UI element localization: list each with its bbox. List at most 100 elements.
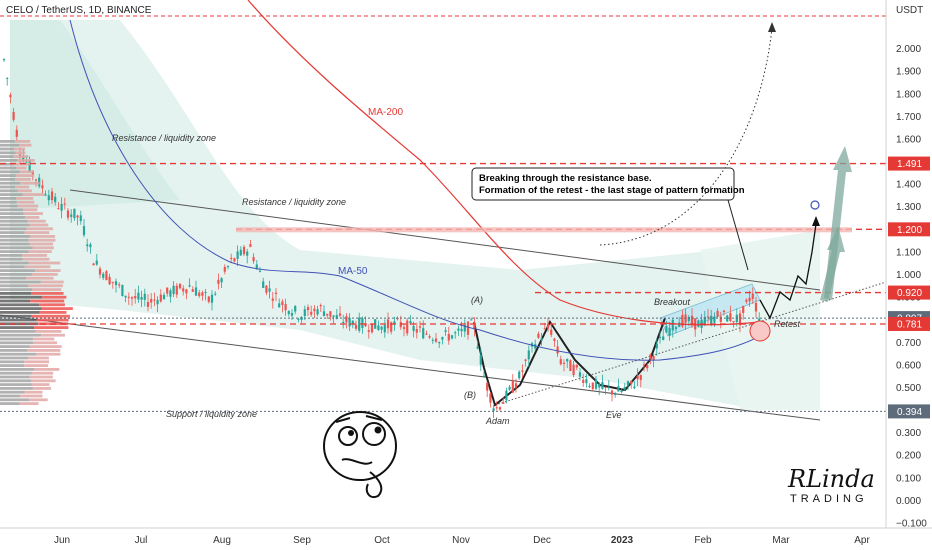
target-icon (810, 200, 820, 210)
price-tag-label: 1.200 (897, 225, 922, 236)
candle-body (726, 315, 729, 322)
volume-bar-sell (17, 159, 35, 162)
candle-body (111, 281, 114, 283)
candle-body (498, 407, 502, 410)
candle-body (719, 316, 722, 322)
outer-cloud (10, 20, 180, 210)
candle-body (313, 308, 316, 312)
volume-bar-sell (32, 288, 62, 291)
candle-body (591, 382, 594, 390)
candle-body (2, 59, 6, 61)
candle-body (108, 276, 111, 285)
candle-body (242, 246, 246, 255)
candle-body (271, 298, 274, 301)
candle-body (742, 305, 745, 313)
volume-bar-sell (25, 216, 40, 219)
candle-body (559, 359, 562, 365)
volume-bar-buy (0, 246, 33, 250)
resistance-band (236, 227, 852, 233)
candle-body (482, 375, 486, 377)
volume-bar-sell (23, 208, 38, 212)
candle-body (438, 342, 441, 344)
volume-bar-buy (0, 193, 23, 196)
candle-body (703, 316, 706, 325)
candle-body (431, 339, 434, 341)
candle-body (303, 309, 306, 317)
volume-bar-sell (30, 299, 65, 303)
volume-bar-buy (0, 379, 32, 383)
candle-body (178, 283, 182, 289)
candle-body (73, 208, 76, 219)
candle-body (537, 333, 540, 338)
candle-body (175, 285, 178, 295)
retest-circle (749, 320, 771, 342)
candle-body (367, 330, 370, 332)
volume-bar-buy (0, 284, 29, 288)
candle-body (652, 355, 655, 361)
candle-body (335, 315, 338, 319)
volume-bar-buy (0, 238, 29, 242)
y-tick-label: 1.300 (896, 202, 921, 213)
volume-bar-sell (22, 257, 50, 261)
x-tick-label: Apr (854, 535, 870, 546)
volume-bar-sell (16, 197, 34, 200)
candle-body (92, 263, 95, 266)
candle-body (649, 354, 652, 359)
candle-body (399, 322, 402, 328)
volume-bar-sell (13, 155, 29, 158)
breakout-label: Breakout (654, 297, 691, 307)
candle-body (220, 278, 223, 283)
volume-bar-sell (20, 181, 40, 185)
ma-200-line (247, 0, 761, 326)
candle-body (434, 338, 438, 342)
volume-bar-sell (29, 375, 53, 379)
candle-body (210, 294, 214, 303)
volume-bar-buy (0, 235, 30, 238)
candle-body (102, 273, 105, 278)
candle-body (156, 299, 159, 305)
candle-body (444, 330, 447, 332)
volume-bar-buy (0, 166, 17, 170)
candle-body (566, 358, 569, 362)
x-tick-label: Aug (213, 535, 231, 546)
volume-bar-buy (0, 151, 16, 155)
volume-bar-buy (0, 231, 25, 234)
volume-bar-sell (27, 349, 61, 352)
candle-body (633, 386, 636, 389)
candle-body (642, 364, 646, 366)
x-axis: Jun Jul Aug Sep Oct Nov Dec 2023 Feb Mar Apr (54, 535, 871, 546)
candle-body (594, 379, 598, 389)
dotted-arrowhead (768, 22, 776, 32)
volume-bar-sell (13, 147, 26, 151)
candle-body (322, 311, 326, 317)
currency-label: USDT (896, 5, 923, 16)
candle-body (348, 317, 351, 327)
volume-bar-buy (0, 402, 20, 405)
candle-body (678, 322, 681, 328)
y-tick-label: 0.000 (896, 496, 921, 507)
volume-bar-sell (31, 383, 50, 386)
thinking-face-icon (323, 411, 397, 498)
candle-body (473, 322, 476, 330)
volume-bar-buy (0, 147, 14, 151)
volume-bar-buy (0, 269, 36, 272)
volume-bar-sell (20, 394, 43, 398)
candle-body (380, 326, 383, 330)
candle-body (550, 329, 553, 335)
volume-bar-buy (0, 375, 30, 379)
candle-body (86, 244, 89, 247)
volume-bar-sell (35, 269, 61, 272)
candle-body (255, 264, 258, 269)
candle-body (338, 313, 342, 316)
candle-body (223, 266, 226, 272)
candle-body (316, 309, 319, 315)
candle-body (134, 296, 137, 299)
volume-bar-sell (28, 261, 61, 265)
volume-bar-buy (0, 318, 37, 322)
volume-bar-buy (0, 200, 17, 204)
volume-bar-sell (18, 143, 32, 147)
point-a-label: (A) (471, 295, 483, 305)
forecast-arrows (599, 22, 852, 342)
